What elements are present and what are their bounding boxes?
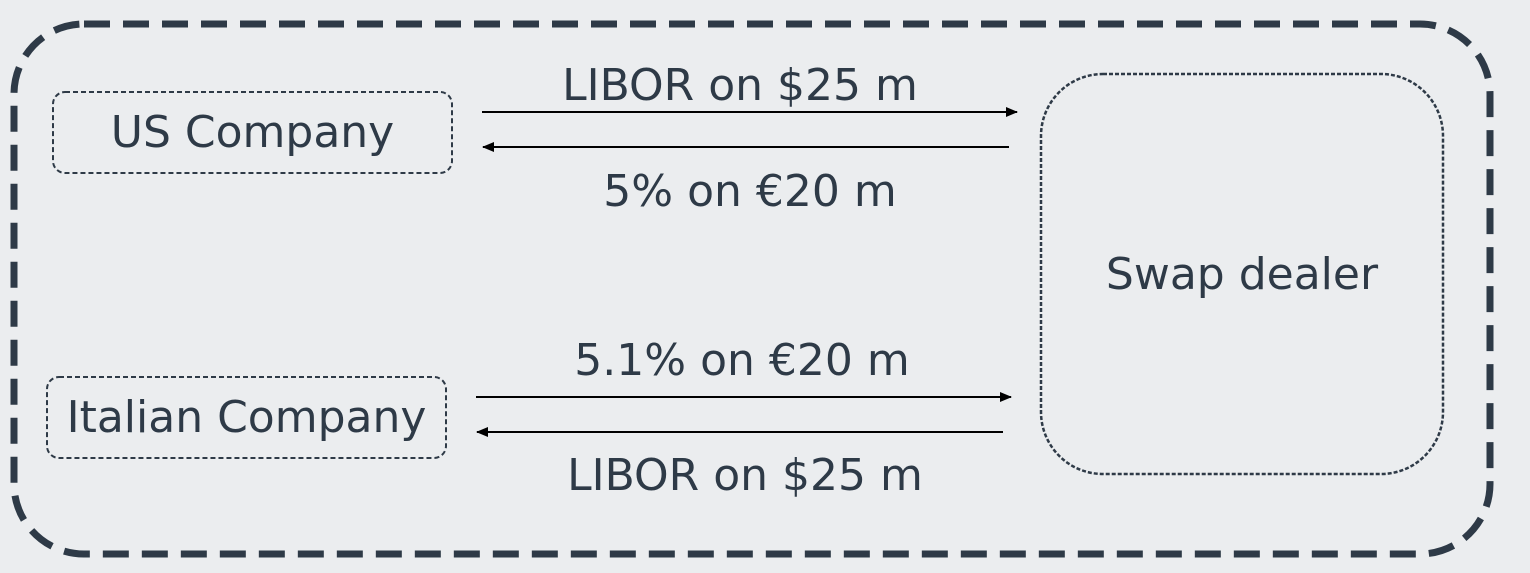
italian-company-box [46,376,447,459]
flow-label-dealer-to-us: 5% on €20 m [603,166,897,217]
flow-label-us-to-dealer: LIBOR on $25 m [562,60,918,111]
swap-dealer-label: Swap dealer [1105,248,1379,300]
swap-dealer-box [1039,72,1445,476]
us-company-label: US Company [110,107,395,158]
us-company-box [52,91,453,174]
outer-boundary [10,20,1494,558]
flow-label-dealer-to-italian: LIBOR on $25 m [567,450,923,501]
italian-company-label: Italian Company [66,392,427,443]
flow-label-italian-to-dealer: 5.1% on €20 m [574,335,910,386]
